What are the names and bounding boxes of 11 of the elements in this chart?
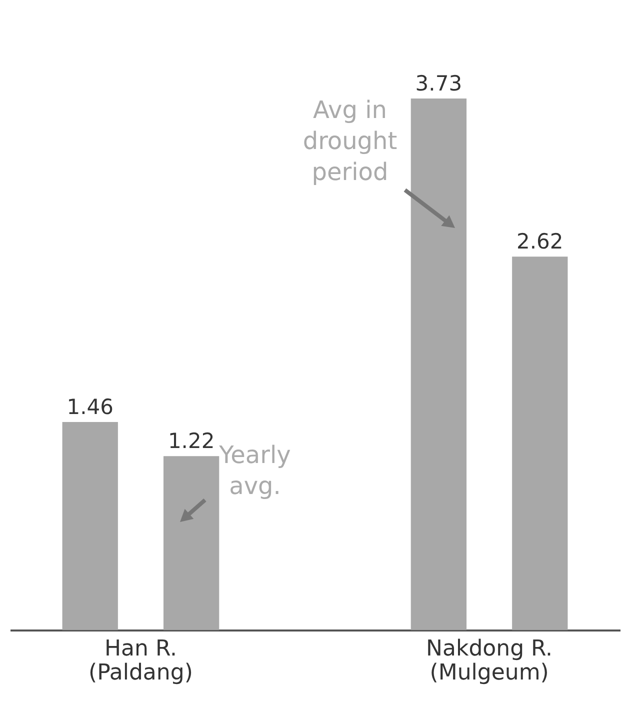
data-label: 1.46 xyxy=(66,394,114,419)
bar xyxy=(62,422,118,630)
data-label: 2.62 xyxy=(516,230,564,254)
annotation: Avg in drought period xyxy=(302,95,398,188)
data-label: 1.22 xyxy=(168,429,215,454)
bar xyxy=(512,256,568,630)
x-tick-label: Han R. (Paldang) xyxy=(88,636,193,686)
data-label: 3.73 xyxy=(415,71,462,96)
bar xyxy=(163,456,220,630)
x-tick-label: Nakdong R. (Mulgeum) xyxy=(426,636,553,686)
annotation: Yearly avg. xyxy=(219,441,291,500)
